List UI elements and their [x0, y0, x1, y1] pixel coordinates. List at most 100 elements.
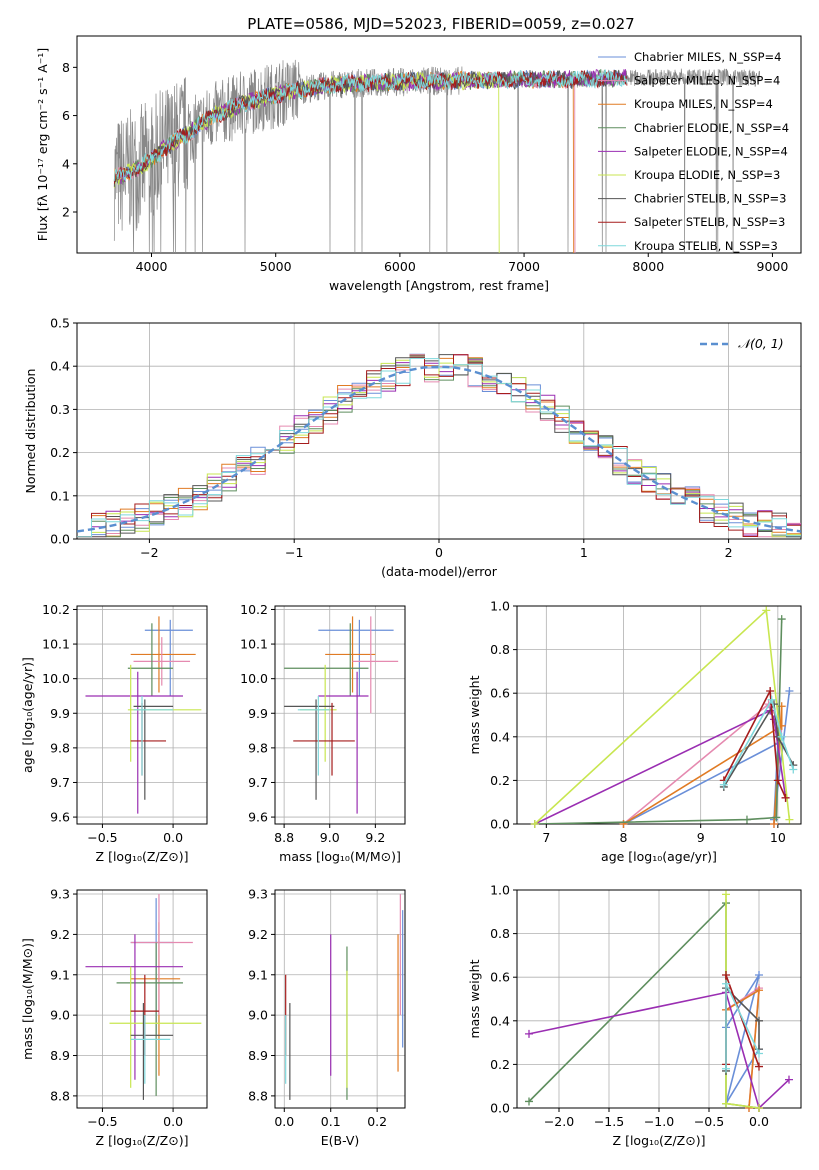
weight-point-marker: [769, 820, 778, 828]
legend-entry: Kroupa ELODIE, N_SSP=3: [634, 168, 780, 182]
weight-point-marker: [773, 776, 782, 785]
y-tick-label: 9.3: [248, 887, 268, 902]
age-vs-metallicity-panel: −0.5 0.0 9.6 9.7 9.8 9.9 10.0 10.1 10.2 Z [log₁₀(…: [20, 602, 208, 864]
spectrum-panel: 4000 5000 6000 7000 8000 9000 2 4 6 8 wavelength […: [35, 35, 802, 293]
x-axis-label: E(B-V): [321, 1133, 360, 1148]
x-tick-label: −0.5: [87, 830, 117, 845]
axes-frame: [516, 605, 802, 825]
x-tick-label: −1.0: [644, 1114, 674, 1129]
x-tick-label: 10: [770, 830, 786, 845]
y-tick-label: 0.2: [490, 1057, 510, 1072]
legend-entry: Salpeter MILES, N_SSP=4: [634, 74, 780, 88]
weight-point-marker: [525, 1029, 533, 1038]
weight-point-marker: [785, 687, 794, 696]
y-tick-label: 0.1: [50, 488, 70, 503]
y-tick-label: 8: [62, 60, 70, 75]
x-tick-label: 9.2: [365, 830, 385, 845]
x-tick-label: 8.8: [274, 830, 294, 845]
residual-histogram-panel: −2 −1 0 1 2 0.0 0.1 0.2 0.3 0.4 0.5 (data-model)/er…: [23, 316, 802, 579]
x-axis-label: (data-model)/error: [381, 564, 498, 579]
x-axis-label: Z [log₁₀(Z/Z⊙)]: [613, 1133, 706, 1148]
y-tick-label: 9.3: [50, 887, 70, 902]
y-tick-label: 10.0: [42, 671, 70, 686]
legend-entry: Salpeter STELIB, N_SSP=3: [634, 215, 785, 229]
y-tick-label: 0.4: [490, 729, 510, 744]
y-tick-label: 9.0: [248, 1008, 268, 1023]
weight-point-marker: [755, 971, 763, 980]
y-tick-label: 0.6: [490, 970, 510, 985]
weight-point-marker: [766, 687, 775, 696]
residual-histogram-step: [77, 354, 801, 538]
y-tick-label: 9.7: [248, 775, 268, 790]
age-vs-mass-panel: 8.8 9.0 9.2 9.6 9.7 9.8 9.9 10.0 10.1 10.2 mass [l…: [240, 602, 406, 864]
weight-point-marker: [762, 606, 771, 615]
y-axis-label: mass weight: [467, 959, 482, 1038]
y-tick-label: 9.1: [248, 967, 268, 982]
legend-entry: Chabrier ELODIE, N_SSP=4: [634, 121, 789, 135]
x-tick-label: 8000: [632, 259, 664, 274]
y-tick-label: 10.2: [42, 602, 70, 617]
y-tick-label: 9.9: [50, 706, 70, 721]
weight-point-marker: [722, 979, 730, 988]
axes-frame: [76, 35, 802, 254]
weight-line: [534, 709, 787, 824]
y-tick-label: 9.1: [50, 967, 70, 982]
x-tick-label: 0.0: [163, 830, 183, 845]
weight-point-marker: [525, 1097, 533, 1106]
x-tick-label: 0.0: [749, 1114, 769, 1129]
x-axis-label: Z [log₁₀(Z/Z⊙)]: [96, 1133, 189, 1148]
y-axis-label: mass weight: [467, 675, 482, 754]
weight-point-marker: [755, 1104, 763, 1112]
y-tick-label: 9.6: [50, 810, 70, 825]
y-tick-label: 0.3: [50, 402, 70, 417]
weight-point-marker: [722, 971, 730, 980]
weight-point-marker: [755, 1062, 763, 1071]
x-tick-label: 7: [542, 830, 550, 845]
weight-point-marker: [789, 765, 798, 774]
x-tick-label: −2.0: [544, 1114, 574, 1129]
y-tick-label: 0.0: [490, 817, 510, 832]
y-tick-label: 0.0: [50, 532, 70, 547]
x-axis-label: age [log₁₀(age/yr)]: [601, 849, 717, 864]
weight-line: [723, 688, 787, 799]
y-axis-label: Flux [fλ 10⁻¹⁷ erg cm⁻² s⁻¹ A⁻¹]: [35, 48, 50, 241]
legend-entry: Salpeter ELODIE, N_SSP=4: [634, 144, 788, 158]
y-tick-label: 8.8: [50, 1088, 70, 1103]
weight-point-marker: [722, 1099, 730, 1108]
x-tick-label: −1: [285, 545, 303, 560]
legend-entry: Kroupa STELIB, N_SSP=3: [634, 239, 778, 253]
x-tick-label: 0.1: [321, 1114, 341, 1129]
weight-point-marker: [755, 1016, 763, 1025]
weight-vs-metallicity-panel: −2.0 −1.5 −1.0 −0.5 0.0 0.0 0.2 0.4 0.6 0.8 1.0 Z […: [467, 883, 802, 1148]
x-tick-label: 9000: [757, 259, 789, 274]
x-axis-label: Z [log₁₀(Z/Z⊙)]: [96, 849, 189, 864]
axes-frame: [76, 605, 208, 825]
y-tick-label: 9.6: [248, 810, 268, 825]
y-tick-label: 9.7: [50, 775, 70, 790]
weight-point-marker: [722, 1064, 730, 1073]
weight-point-marker: [619, 820, 628, 828]
legend-entry: 𝒩(0, 1): [738, 336, 784, 351]
y-axis-label: Normed distribution: [23, 369, 38, 494]
axes-frame: [76, 889, 208, 1109]
y-tick-label: 0.4: [50, 359, 70, 374]
y-tick-label: 0.2: [490, 773, 510, 788]
model-spectrum-line: [113, 69, 628, 182]
x-tick-label: 0.0: [274, 1114, 294, 1129]
x-tick-label: 9: [697, 830, 705, 845]
x-tick-label: 6000: [384, 259, 416, 274]
y-tick-label: 10.2: [240, 602, 268, 617]
weight-line: [725, 974, 760, 1105]
x-tick-label: 0.0: [163, 1114, 183, 1129]
legend-entry: Chabrier MILES, N_SSP=4: [634, 50, 781, 64]
x-tick-label: −0.5: [694, 1114, 724, 1129]
x-tick-label: 4000: [136, 259, 168, 274]
y-tick-label: 0.4: [490, 1013, 510, 1028]
weight-line: [622, 702, 783, 824]
legend-entry: Chabrier STELIB, N_SSP=3: [634, 192, 786, 206]
weight-point-marker: [719, 780, 728, 789]
y-tick-label: 0.6: [490, 686, 510, 701]
x-tick-label: 7000: [508, 259, 540, 274]
residual-legend: 𝒩(0, 1): [700, 336, 784, 351]
